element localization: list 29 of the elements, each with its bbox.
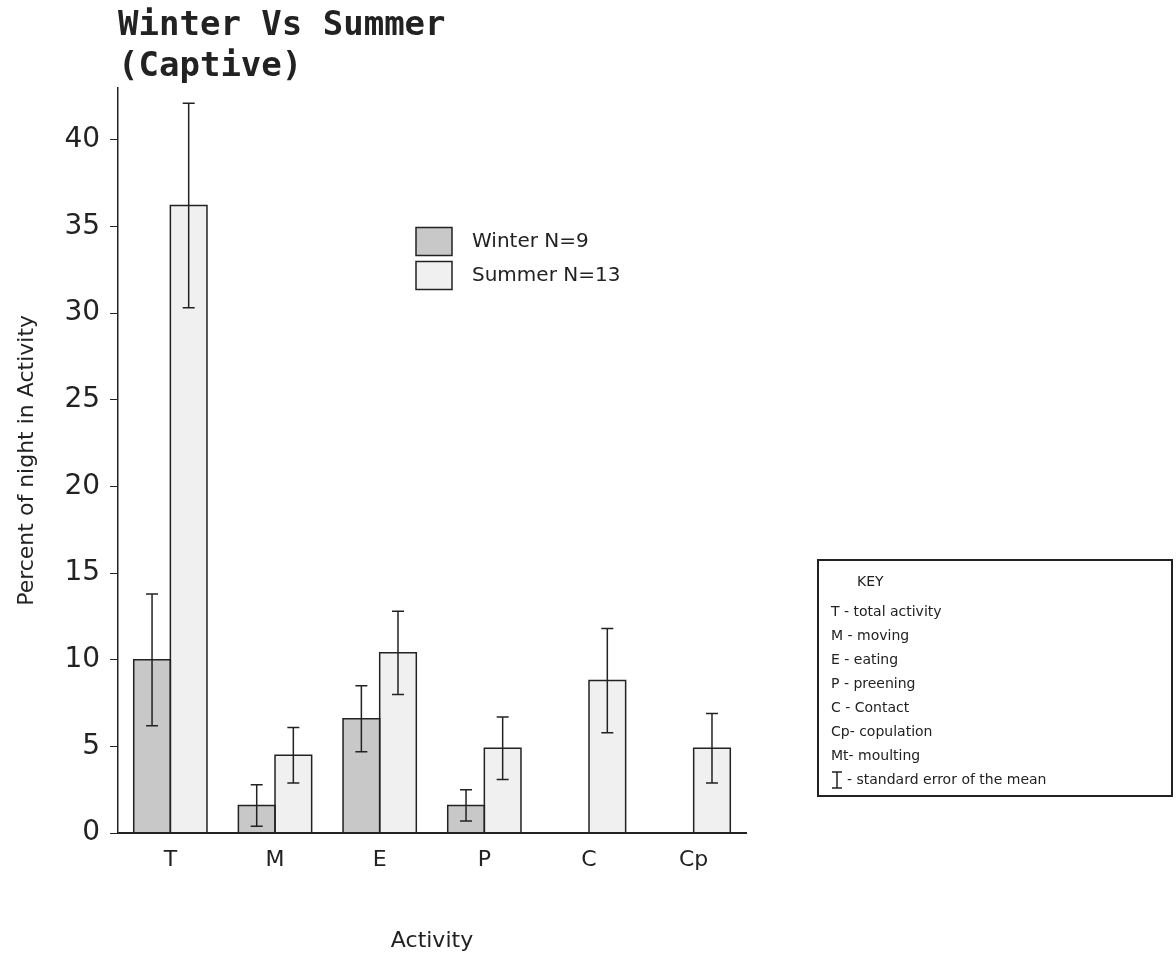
chart-title: Winter Vs Summer (Captive) <box>118 3 446 85</box>
text: Cp- copulation <box>831 722 934 741</box>
y-tick-label: 25 <box>64 380 101 414</box>
text: - standard error of the mean <box>846 770 1048 789</box>
y-tick-label: 10 <box>64 641 101 675</box>
legend-label: Summer N=13 <box>472 261 621 286</box>
y-tick-label: 5 <box>82 727 101 761</box>
text: KEY <box>856 572 885 591</box>
text: P - preening <box>831 674 917 693</box>
x-tick-label: T <box>162 846 178 872</box>
x-tick-label: E <box>372 846 387 872</box>
x-tick-label: P <box>477 846 491 872</box>
y-tick-label: 30 <box>64 294 101 328</box>
y-tick-label: 20 <box>64 467 101 501</box>
text: Mt- moulting <box>831 746 922 765</box>
text: C - Contact <box>831 698 911 717</box>
text: T - total activity <box>831 602 943 621</box>
text: M - moving <box>831 626 911 645</box>
y-tick-label: 0 <box>82 814 101 848</box>
y-axis-title: Percent of night in Activity <box>12 314 38 606</box>
x-tick-label: C <box>581 846 597 872</box>
y-tick-label: 40 <box>64 120 101 154</box>
x-tick-label: Cp <box>679 846 709 872</box>
y-tick-label: 15 <box>64 554 101 588</box>
x-axis-title: Activity <box>390 926 474 952</box>
x-tick-label: M <box>265 846 285 872</box>
legend-label: Winter N=9 <box>472 227 589 252</box>
y-tick-label: 35 <box>64 207 101 241</box>
text: E - eating <box>831 650 900 669</box>
